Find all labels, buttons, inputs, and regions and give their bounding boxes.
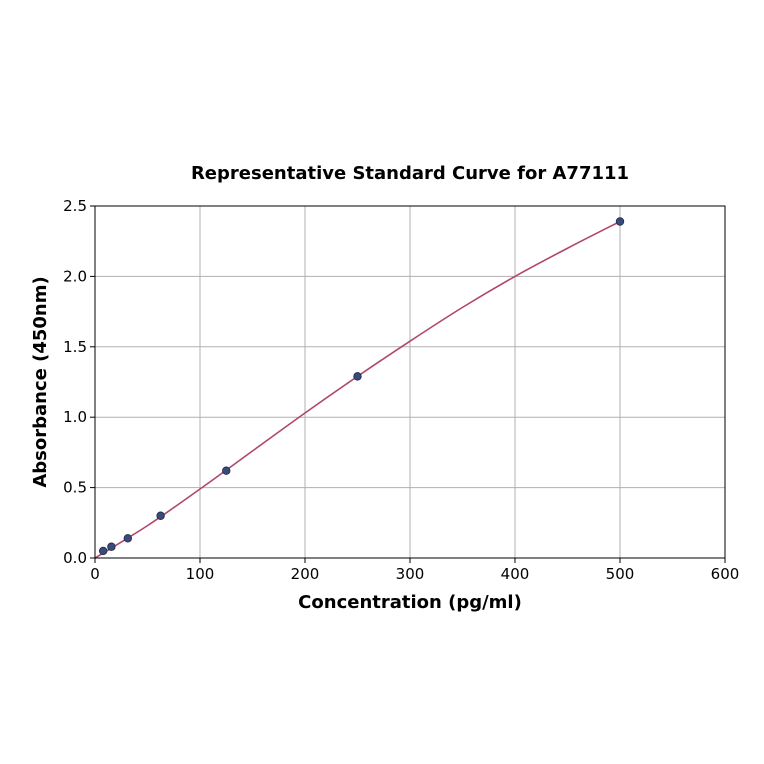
data-point — [615, 217, 625, 226]
data-point — [98, 546, 108, 556]
y-tick-label: 2.5 — [63, 197, 87, 215]
x-tick-label: 400 — [501, 565, 530, 583]
x-tick-label: 600 — [711, 565, 740, 583]
x-tick-label: 300 — [396, 565, 425, 583]
axis-ticks: 0 100 200 300 400 500 600 0.0 0.5 1.0 1.5 2.0 2.5 — [63, 197, 739, 583]
x-tick-label: 0 — [90, 565, 100, 583]
data-points-layer — [98, 217, 625, 556]
data-point — [222, 466, 231, 475]
y-tick-label: 1.5 — [63, 338, 87, 356]
y-tick-label: 0.0 — [63, 549, 87, 567]
data-point — [123, 534, 133, 543]
data-point — [107, 542, 116, 551]
y-tick-label: 0.5 — [63, 479, 87, 497]
fit-curve-line — [94, 220, 621, 559]
x-tick-label: 100 — [186, 565, 215, 583]
y-axis-label: Absorbance (450nm) — [30, 276, 51, 487]
grid-lines — [94, 205, 726, 559]
data-point — [353, 372, 362, 381]
y-tick-label: 1.0 — [63, 408, 87, 426]
y-tick-label: 2.0 — [63, 267, 87, 285]
data-point — [156, 511, 165, 520]
x-tick-label: 500 — [606, 565, 635, 583]
x-tick-label: 200 — [291, 565, 320, 583]
fit-curve-layer — [94, 220, 621, 559]
chart-title: Representative Standard Curve for A77111 — [191, 163, 629, 184]
x-axis-label: Concentration (pg/ml) — [298, 592, 522, 613]
